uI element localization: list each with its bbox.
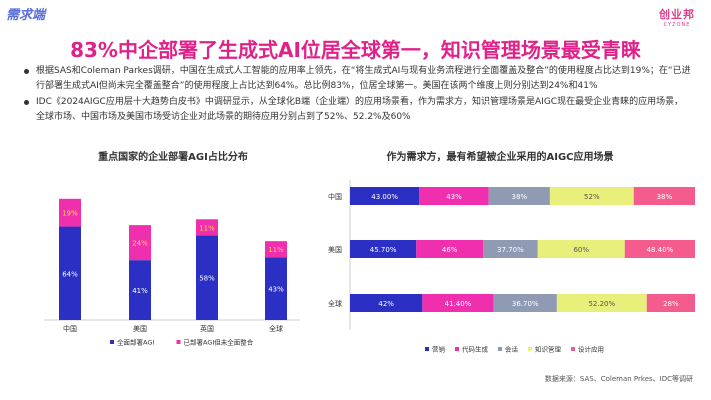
- deployment-share-chart: 重点国家的企业部署AGI占比分布 64% 19% 中国 41% 24% 美国 58% 11% 英国…: [44, 150, 300, 347]
- bar-value-label: 64%: [62, 270, 78, 278]
- y-tick-label: 美国: [328, 245, 342, 254]
- bar-segment: [196, 235, 218, 320]
- bar-segment: [537, 240, 625, 258]
- legend-label: 代码生成: [462, 345, 489, 354]
- bullet-text: IDC《2024AIGC应用层十大趋势白皮书》中调研显示，从全球化B端（企业端）…: [36, 97, 684, 122]
- bar-value-label: 43%: [446, 193, 462, 201]
- bar-segment: [624, 240, 695, 258]
- y-tick-label: 全球: [328, 299, 342, 308]
- bullet-dot-icon: [24, 69, 29, 74]
- chart-title: 重点国家的企业部署AGI占比分布: [98, 150, 248, 163]
- x-tick-label: 中国: [63, 324, 77, 333]
- bar-value-label: 48.40%: [647, 246, 674, 254]
- bar-segment: [350, 240, 417, 258]
- x-tick-label: 英国: [200, 324, 214, 333]
- bar-value-label: 43.00%: [371, 193, 398, 201]
- bar-segment: [59, 226, 81, 320]
- legend-swatch: [498, 347, 502, 351]
- bar-value-label: 41.40%: [445, 300, 472, 308]
- bullet-list: 根据SAS和Coleman Parkes调研，中国在生成式人工智能的应用率上领先…: [22, 64, 692, 126]
- bar-segment: [265, 241, 287, 258]
- bar-segment: [196, 219, 218, 236]
- bar-value-label: 58%: [199, 275, 215, 283]
- page-title: 83%中企部署了生成式AI位居全球第一，知识管理场景最受青睐: [70, 38, 641, 62]
- legend-swatch: [571, 347, 575, 351]
- bar-value-label: 19%: [62, 210, 78, 218]
- legend-label: 知识管理: [535, 345, 562, 354]
- legend-swatch: [455, 347, 459, 351]
- legend-label: 营销: [432, 345, 446, 354]
- bullet-dot-icon: [24, 100, 29, 105]
- bar-segment: [488, 187, 550, 205]
- bar-value-label: 38%: [657, 193, 673, 201]
- bar-segment: [493, 294, 557, 312]
- chart-title: 作为需求方，最有希望被企业采用的AIGC应用场景: [386, 150, 613, 163]
- bar-segment: [483, 240, 538, 258]
- legend-swatch: [425, 347, 429, 351]
- bar-value-label: 28%: [663, 300, 679, 308]
- y-tick-label: 中国: [328, 192, 342, 201]
- bullet-item-idc: IDC《2024AIGC应用层十大趋势白皮书》中调研显示，从全球化B端（企业端）…: [22, 95, 692, 125]
- bar-value-label: 38%: [511, 193, 527, 201]
- bar-segment: [416, 240, 484, 258]
- bullet-text: 根据SAS和Coleman Parkes调研，中国在生成式人工智能的应用率上领先…: [36, 66, 691, 91]
- bar-segment: [549, 187, 634, 205]
- bar-value-label: 11%: [268, 246, 284, 254]
- logo-main-text: 创业邦: [659, 8, 695, 21]
- bar-value-label: 46%: [442, 246, 458, 254]
- bar-segment: [350, 294, 423, 312]
- bar-value-label: 24%: [132, 240, 148, 248]
- x-tick-label: 美国: [133, 324, 147, 333]
- bar-value-label: 52%: [584, 193, 600, 201]
- bar-value-label: 60%: [573, 246, 589, 254]
- bar-value-label: 11%: [199, 224, 215, 232]
- logo-sub-text: CYZONE: [663, 22, 691, 28]
- legend-label: 全面部署AGI: [117, 338, 154, 347]
- bar-segment: [129, 260, 151, 320]
- bar-value-label: 42%: [378, 300, 394, 308]
- bar-segment: [59, 198, 81, 227]
- bar-value-label: 36.70%: [512, 300, 539, 308]
- legend-swatch: [176, 340, 181, 344]
- bar-segment: [646, 294, 695, 312]
- bar-segment: [350, 187, 420, 205]
- source-note: 数据来源：SAS、Coleman Prkes、IDC等调研: [544, 375, 693, 383]
- legend-swatch: [110, 340, 114, 344]
- x-tick-label: 全球: [269, 324, 283, 333]
- brand-logo: 创业邦 CYZONE: [655, 6, 699, 28]
- bar-segment: [633, 187, 695, 205]
- legend-label: 已部署AGI但未全面整合: [184, 338, 254, 347]
- bar-segment: [265, 257, 287, 320]
- bar-value-label: 45.70%: [370, 246, 397, 254]
- bar-segment: [129, 225, 151, 261]
- section-tag: 需求端: [6, 8, 46, 23]
- legend-label: 设计应用: [578, 345, 604, 354]
- bar-segment: [556, 294, 647, 312]
- bar-value-label: 41%: [132, 287, 148, 295]
- bar-segment: [419, 187, 489, 205]
- bar-value-label: 52.20%: [588, 300, 615, 308]
- bar-value-label: 43%: [268, 286, 284, 294]
- legend-label: 会话: [505, 345, 519, 354]
- bar-segment: [422, 294, 494, 312]
- legend-swatch: [528, 347, 532, 351]
- bullet-item-sas: 根据SAS和Coleman Parkes调研，中国在生成式人工智能的应用率上领先…: [22, 64, 692, 94]
- bar-value-label: 37.70%: [497, 246, 524, 254]
